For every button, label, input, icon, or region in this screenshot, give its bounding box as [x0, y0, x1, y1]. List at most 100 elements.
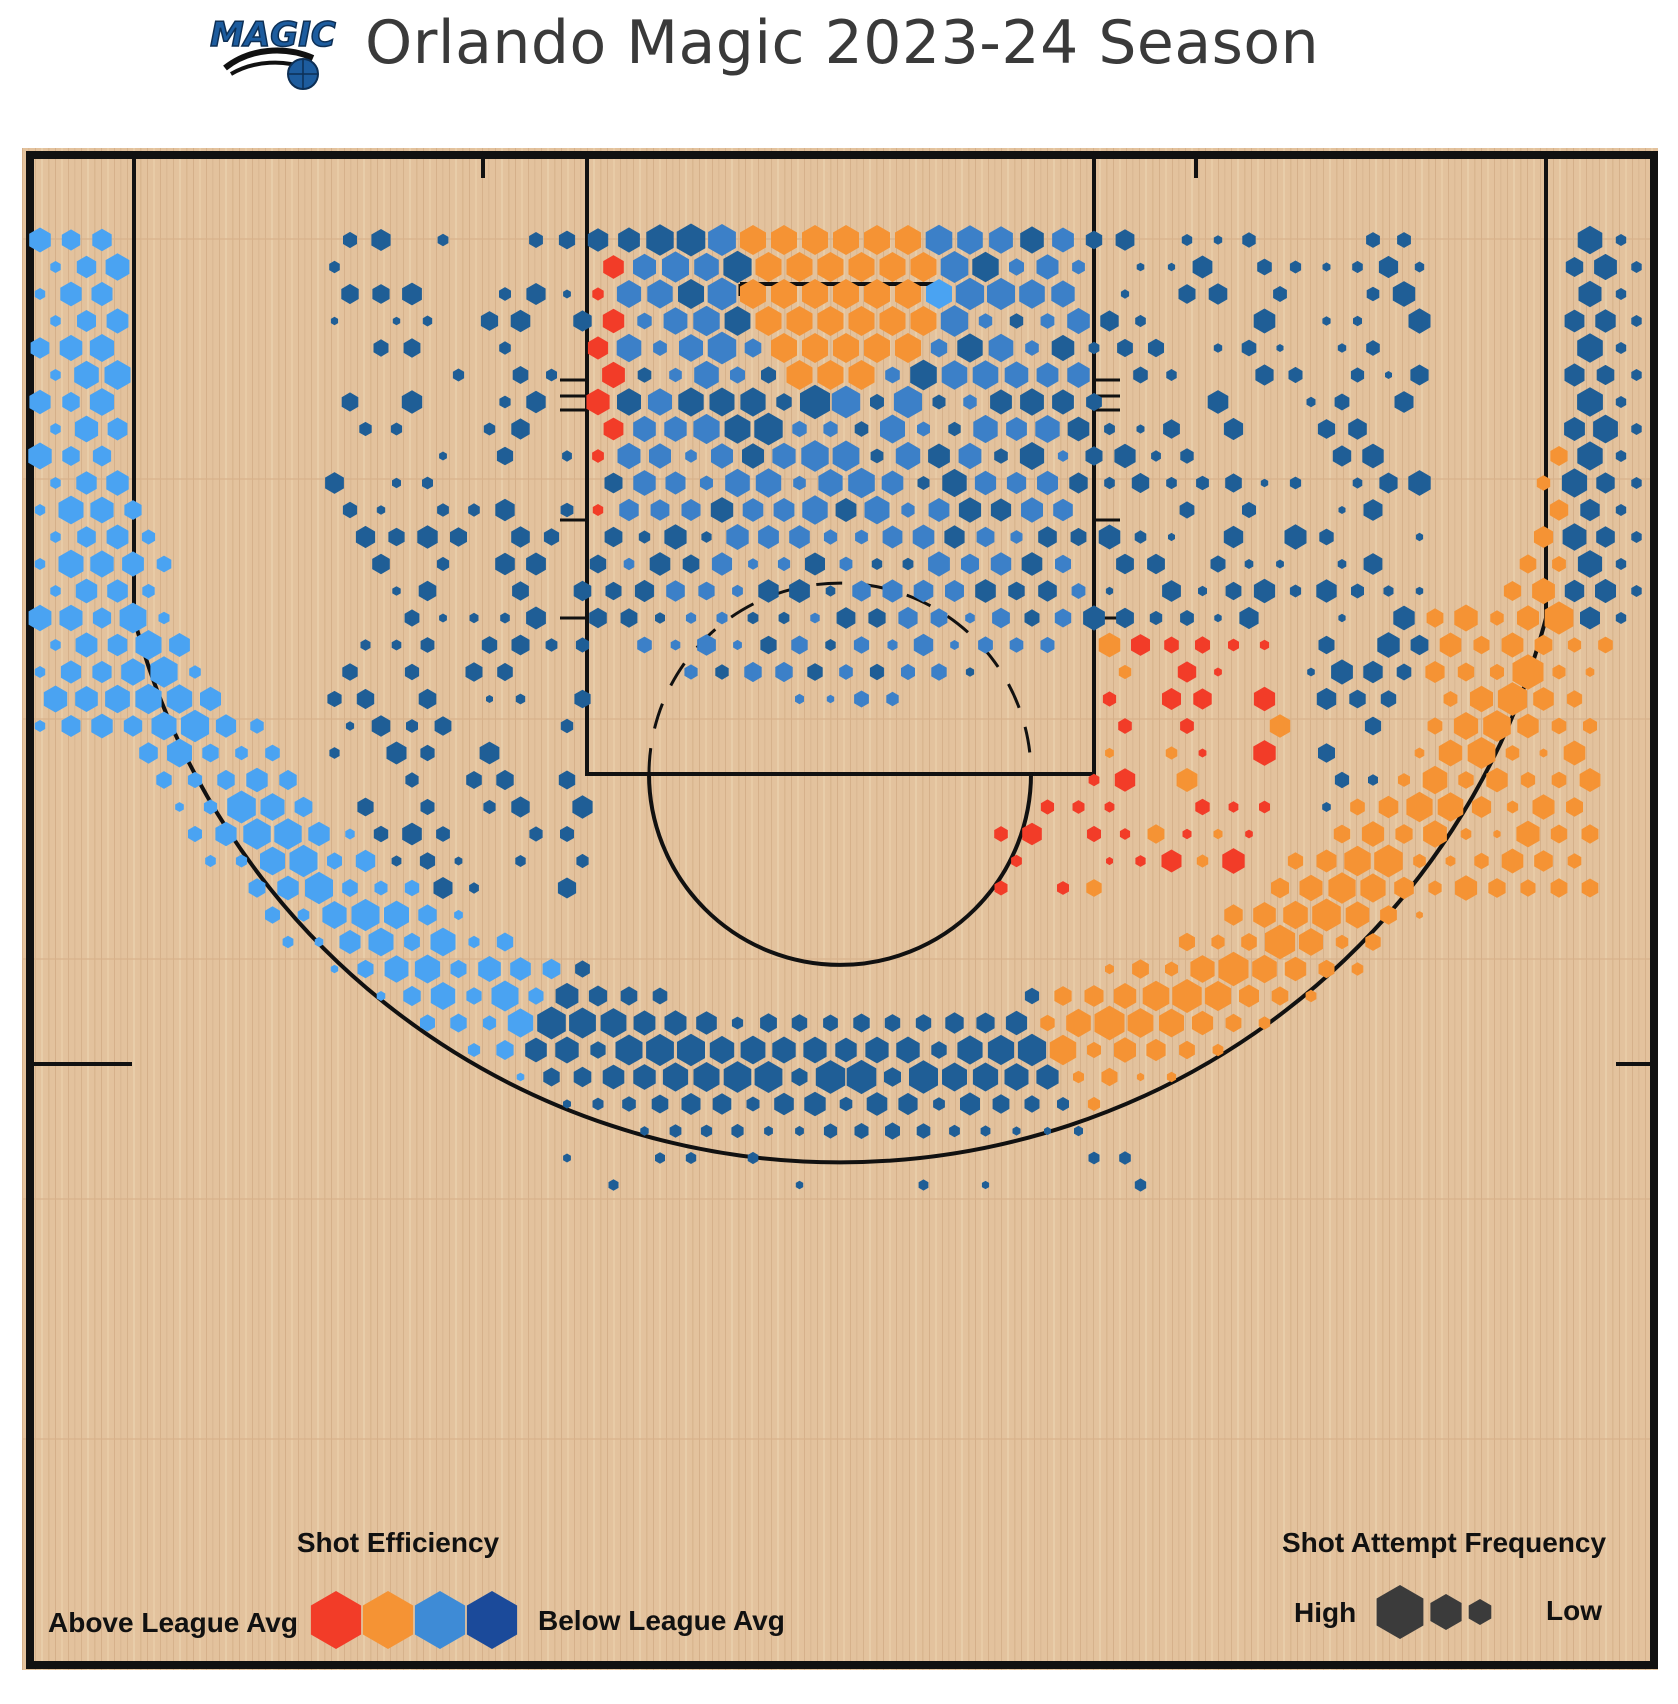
shot-hexbin [265, 906, 280, 924]
shot-hexbin [990, 498, 1012, 522]
shot-hexbin [1222, 848, 1245, 874]
shot-hexbin [615, 1034, 643, 1066]
shot-hexbin [526, 283, 546, 305]
shot-hexbin [135, 630, 162, 660]
shot-hexbin [978, 313, 993, 329]
shot-hexbin [1392, 281, 1416, 307]
shot-hexbin [1180, 718, 1194, 734]
shot-hexbin [560, 718, 574, 734]
shot-hexbin [1086, 392, 1102, 412]
shot-hexbin [466, 771, 482, 789]
shot-hexbin [1425, 661, 1445, 683]
shot-hexbin [1426, 608, 1444, 628]
shot-hexbin [747, 1151, 759, 1165]
shot-hexbin [791, 635, 808, 655]
shot-hexbin [697, 634, 716, 656]
shot-hexbin [1066, 1008, 1091, 1038]
shot-hexbin [1595, 309, 1616, 333]
shot-hexbin [1098, 632, 1121, 658]
shot-hexbin [778, 611, 790, 625]
shot-hexbin [1070, 527, 1087, 547]
shot-hexbin [742, 498, 764, 522]
shot-hexbin [528, 987, 544, 1005]
shot-hexbin [405, 772, 419, 788]
shot-hexbin [1134, 530, 1147, 544]
shot-hexbin [592, 449, 604, 463]
shot-hexbin [50, 531, 61, 543]
shot-hexbin [1410, 364, 1429, 386]
shot-hexbin [1214, 613, 1222, 623]
shot-hexbin [647, 279, 673, 309]
shot-hexbin [169, 633, 190, 657]
shot-hexbin [715, 664, 729, 680]
shot-hexbin [1094, 1005, 1125, 1041]
shot-hexbin [989, 226, 1013, 254]
shot-hexbin [980, 1125, 991, 1137]
shot-hexbin [676, 223, 706, 257]
svg-text:MAGIC: MAGIC [210, 15, 336, 55]
shot-hexbin [1520, 879, 1536, 897]
shot-hexbin [563, 1099, 571, 1109]
shot-hexbin [497, 662, 513, 682]
shot-hexbin [1454, 875, 1478, 901]
frequency-swatch-mid [1430, 1594, 1462, 1630]
shot-hexbin [1332, 445, 1352, 467]
shot-hexbin [846, 1059, 877, 1095]
shot-hexbin [1378, 255, 1399, 279]
shot-hexbin [1445, 855, 1456, 867]
shot-hexbin [957, 1035, 983, 1065]
shot-hexbin [339, 929, 361, 955]
shot-hexbin [1368, 774, 1378, 786]
shot-hexbin [696, 1011, 717, 1035]
lane-hash-marks [560, 378, 1120, 620]
frequency-legend-title: Shot Attempt Frequency [1282, 1527, 1607, 1558]
shot-hexbin [646, 1033, 674, 1067]
shot-hexbin [1567, 853, 1582, 869]
shot-hexbin [958, 497, 982, 523]
shot-hexbin [848, 252, 875, 282]
shot-hexbin [90, 496, 114, 524]
shot-hexbin [758, 579, 779, 603]
shot-hexbin [1318, 743, 1335, 763]
shot-hexbin [1040, 799, 1055, 815]
shot-hexbin [1258, 1016, 1271, 1030]
shot-hexbin [1009, 258, 1024, 276]
shot-hexbin [1580, 498, 1600, 522]
shot-hexbin [810, 612, 820, 624]
shot-hexbin [976, 1012, 995, 1034]
shot-hexbin [1615, 396, 1627, 408]
shot-hexbin [418, 688, 437, 710]
shot-hexbin [454, 856, 463, 866]
shot-hexbin [754, 1061, 783, 1093]
shot-hexbin [791, 1014, 808, 1032]
shot-hexbin [1380, 690, 1397, 708]
shot-hexbin [895, 225, 921, 255]
shot-hexbin [1406, 791, 1433, 823]
shot-hexbin [1316, 579, 1337, 603]
shot-hexbin [1114, 768, 1136, 792]
shot-hexbin [1118, 718, 1132, 734]
shot-hexbin [1192, 255, 1213, 279]
shot-hexbin [1253, 902, 1276, 928]
shot-hexbin [1057, 450, 1069, 462]
shot-hexbin [854, 421, 869, 437]
shot-hexbin [1337, 559, 1347, 569]
shot-hexbin [786, 252, 813, 282]
shot-hexbin [107, 579, 128, 603]
shot-hexbin [771, 225, 797, 255]
shot-hexbin [50, 585, 61, 597]
shot-hexbin [1010, 530, 1023, 544]
shot-hexbin [1364, 716, 1382, 736]
shot-hexbin [786, 360, 813, 390]
shot-hexbin [646, 224, 674, 256]
shot-hexbin [957, 333, 983, 363]
shot-hexbin [620, 986, 638, 1006]
shot-hexbin [648, 388, 672, 416]
shot-hexbin [1104, 476, 1115, 490]
shot-hexbin [869, 663, 885, 681]
shot-hexbin [1223, 417, 1244, 441]
shot-hexbin [1550, 446, 1568, 466]
shot-hexbin [622, 1096, 636, 1112]
shot-hexbin [1166, 476, 1177, 490]
shot-hexbin [603, 255, 624, 279]
